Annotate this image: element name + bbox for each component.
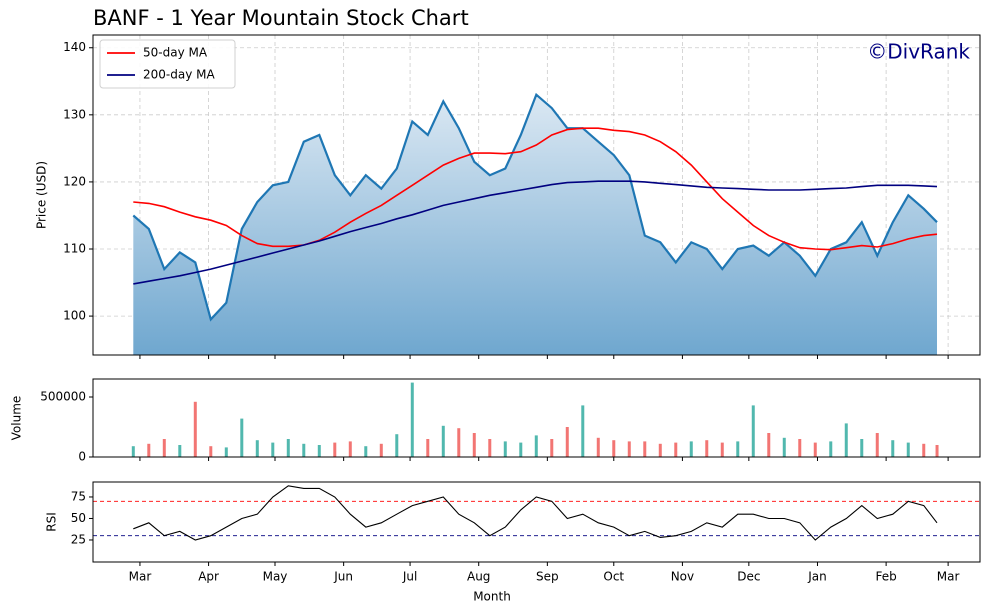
volume-bar: [317, 445, 321, 457]
volume-bar: [224, 447, 228, 457]
volume-bar: [131, 446, 135, 457]
volume-bar: [935, 445, 939, 457]
volume-bar: [255, 440, 259, 457]
volume-bar: [410, 382, 414, 457]
volume-bar: [550, 439, 554, 457]
volume-bar: [829, 441, 833, 457]
volume-bar: [457, 428, 461, 457]
volume-bar: [705, 440, 709, 457]
rsi-axis-label: RSI: [45, 512, 59, 532]
volume-bar: [395, 434, 399, 457]
volume-bar: [426, 439, 430, 457]
volume-bar: [209, 446, 213, 457]
x-axis-label: Month: [473, 590, 511, 604]
ma-line: [133, 180, 938, 285]
volume-bar: [348, 441, 352, 457]
ma-line: [133, 127, 938, 251]
panel-frame: [92, 34, 981, 356]
volume-bar: [286, 439, 290, 457]
volume-bar: [751, 405, 755, 457]
volume-bar: [844, 423, 848, 457]
y-tick-label: 500000: [40, 390, 86, 404]
x-tick-label: Apr: [198, 570, 219, 584]
volume-bar: [891, 440, 895, 457]
y-tick-label: 100: [63, 309, 86, 323]
x-tick-label: Dec: [737, 570, 760, 584]
y-tick-label: 25: [71, 532, 86, 546]
x-tick-label: May: [263, 570, 288, 584]
volume-bar: [782, 437, 786, 457]
y-tick-label: 50: [71, 511, 86, 525]
volume-bar: [922, 443, 926, 457]
volume-bar: [534, 435, 538, 457]
panel-frame: [92, 378, 981, 458]
volume-bar: [472, 433, 476, 457]
y-tick-label: 75: [71, 489, 86, 503]
y-tick-label: 110: [63, 242, 86, 256]
volume-bar: [596, 437, 600, 457]
volume-bar: [643, 441, 647, 457]
x-tick-label: Nov: [671, 570, 694, 584]
volume-bar: [612, 440, 616, 457]
volume-bar: [441, 425, 445, 457]
x-tick-label: Oct: [603, 570, 624, 584]
y-tick-label: 120: [63, 174, 86, 188]
x-tick-label: Jul: [402, 570, 417, 584]
volume-bar: [565, 427, 569, 457]
volume-bar: [302, 443, 306, 457]
volume-bar: [875, 433, 879, 457]
price-area: [133, 94, 938, 355]
volume-bar: [271, 442, 275, 457]
volume-bar: [147, 443, 151, 457]
volume-bar: [627, 441, 631, 457]
volume-bar: [178, 445, 182, 457]
x-tick-label: Aug: [467, 570, 490, 584]
rsi-line: [133, 485, 938, 541]
x-tick-label: Sep: [536, 570, 559, 584]
volume-bar: [333, 442, 337, 457]
volume-bar: [674, 442, 678, 457]
volume-bar: [488, 439, 492, 457]
panel-frame: [92, 481, 981, 563]
volume-bar: [503, 441, 507, 457]
x-tick-label: Jan: [807, 570, 827, 584]
volume-bar: [767, 433, 771, 457]
volume-bar: [379, 443, 383, 457]
volume-bar: [519, 442, 523, 457]
volume-bar: [813, 442, 817, 457]
price-line: [132, 92, 938, 322]
x-tick-label: Feb: [875, 570, 896, 584]
volume-bar: [906, 442, 910, 457]
volume-bar: [658, 443, 662, 457]
x-tick-label: Mar: [129, 570, 152, 584]
volume-bar: [240, 418, 244, 457]
y-tick-label: 0: [78, 450, 86, 464]
x-tick-label: Mar: [937, 570, 960, 584]
volume-bar: [798, 439, 802, 457]
watermark: ©DivRank: [867, 40, 970, 64]
legend-label: 50-day MA: [143, 46, 208, 60]
x-tick-label: Jun: [333, 570, 353, 584]
legend-label: 200-day MA: [143, 68, 215, 82]
y-tick-label: 140: [63, 40, 86, 54]
legend-box: [99, 39, 236, 89]
volume-bar: [581, 405, 585, 457]
volume-bar: [162, 439, 166, 457]
volume-bar: [736, 441, 740, 457]
volume-bar: [364, 446, 368, 457]
chart-title: BANF - 1 Year Mountain Stock Chart: [93, 6, 469, 30]
volume-bar: [720, 442, 724, 457]
volume-bar: [689, 441, 693, 457]
volume-bar: [193, 401, 197, 457]
volume-axis-label: Volume: [10, 396, 24, 441]
y-tick-label: 130: [63, 107, 86, 121]
volume-bar: [860, 439, 864, 457]
y-axis-label: Price (USD): [35, 161, 49, 229]
